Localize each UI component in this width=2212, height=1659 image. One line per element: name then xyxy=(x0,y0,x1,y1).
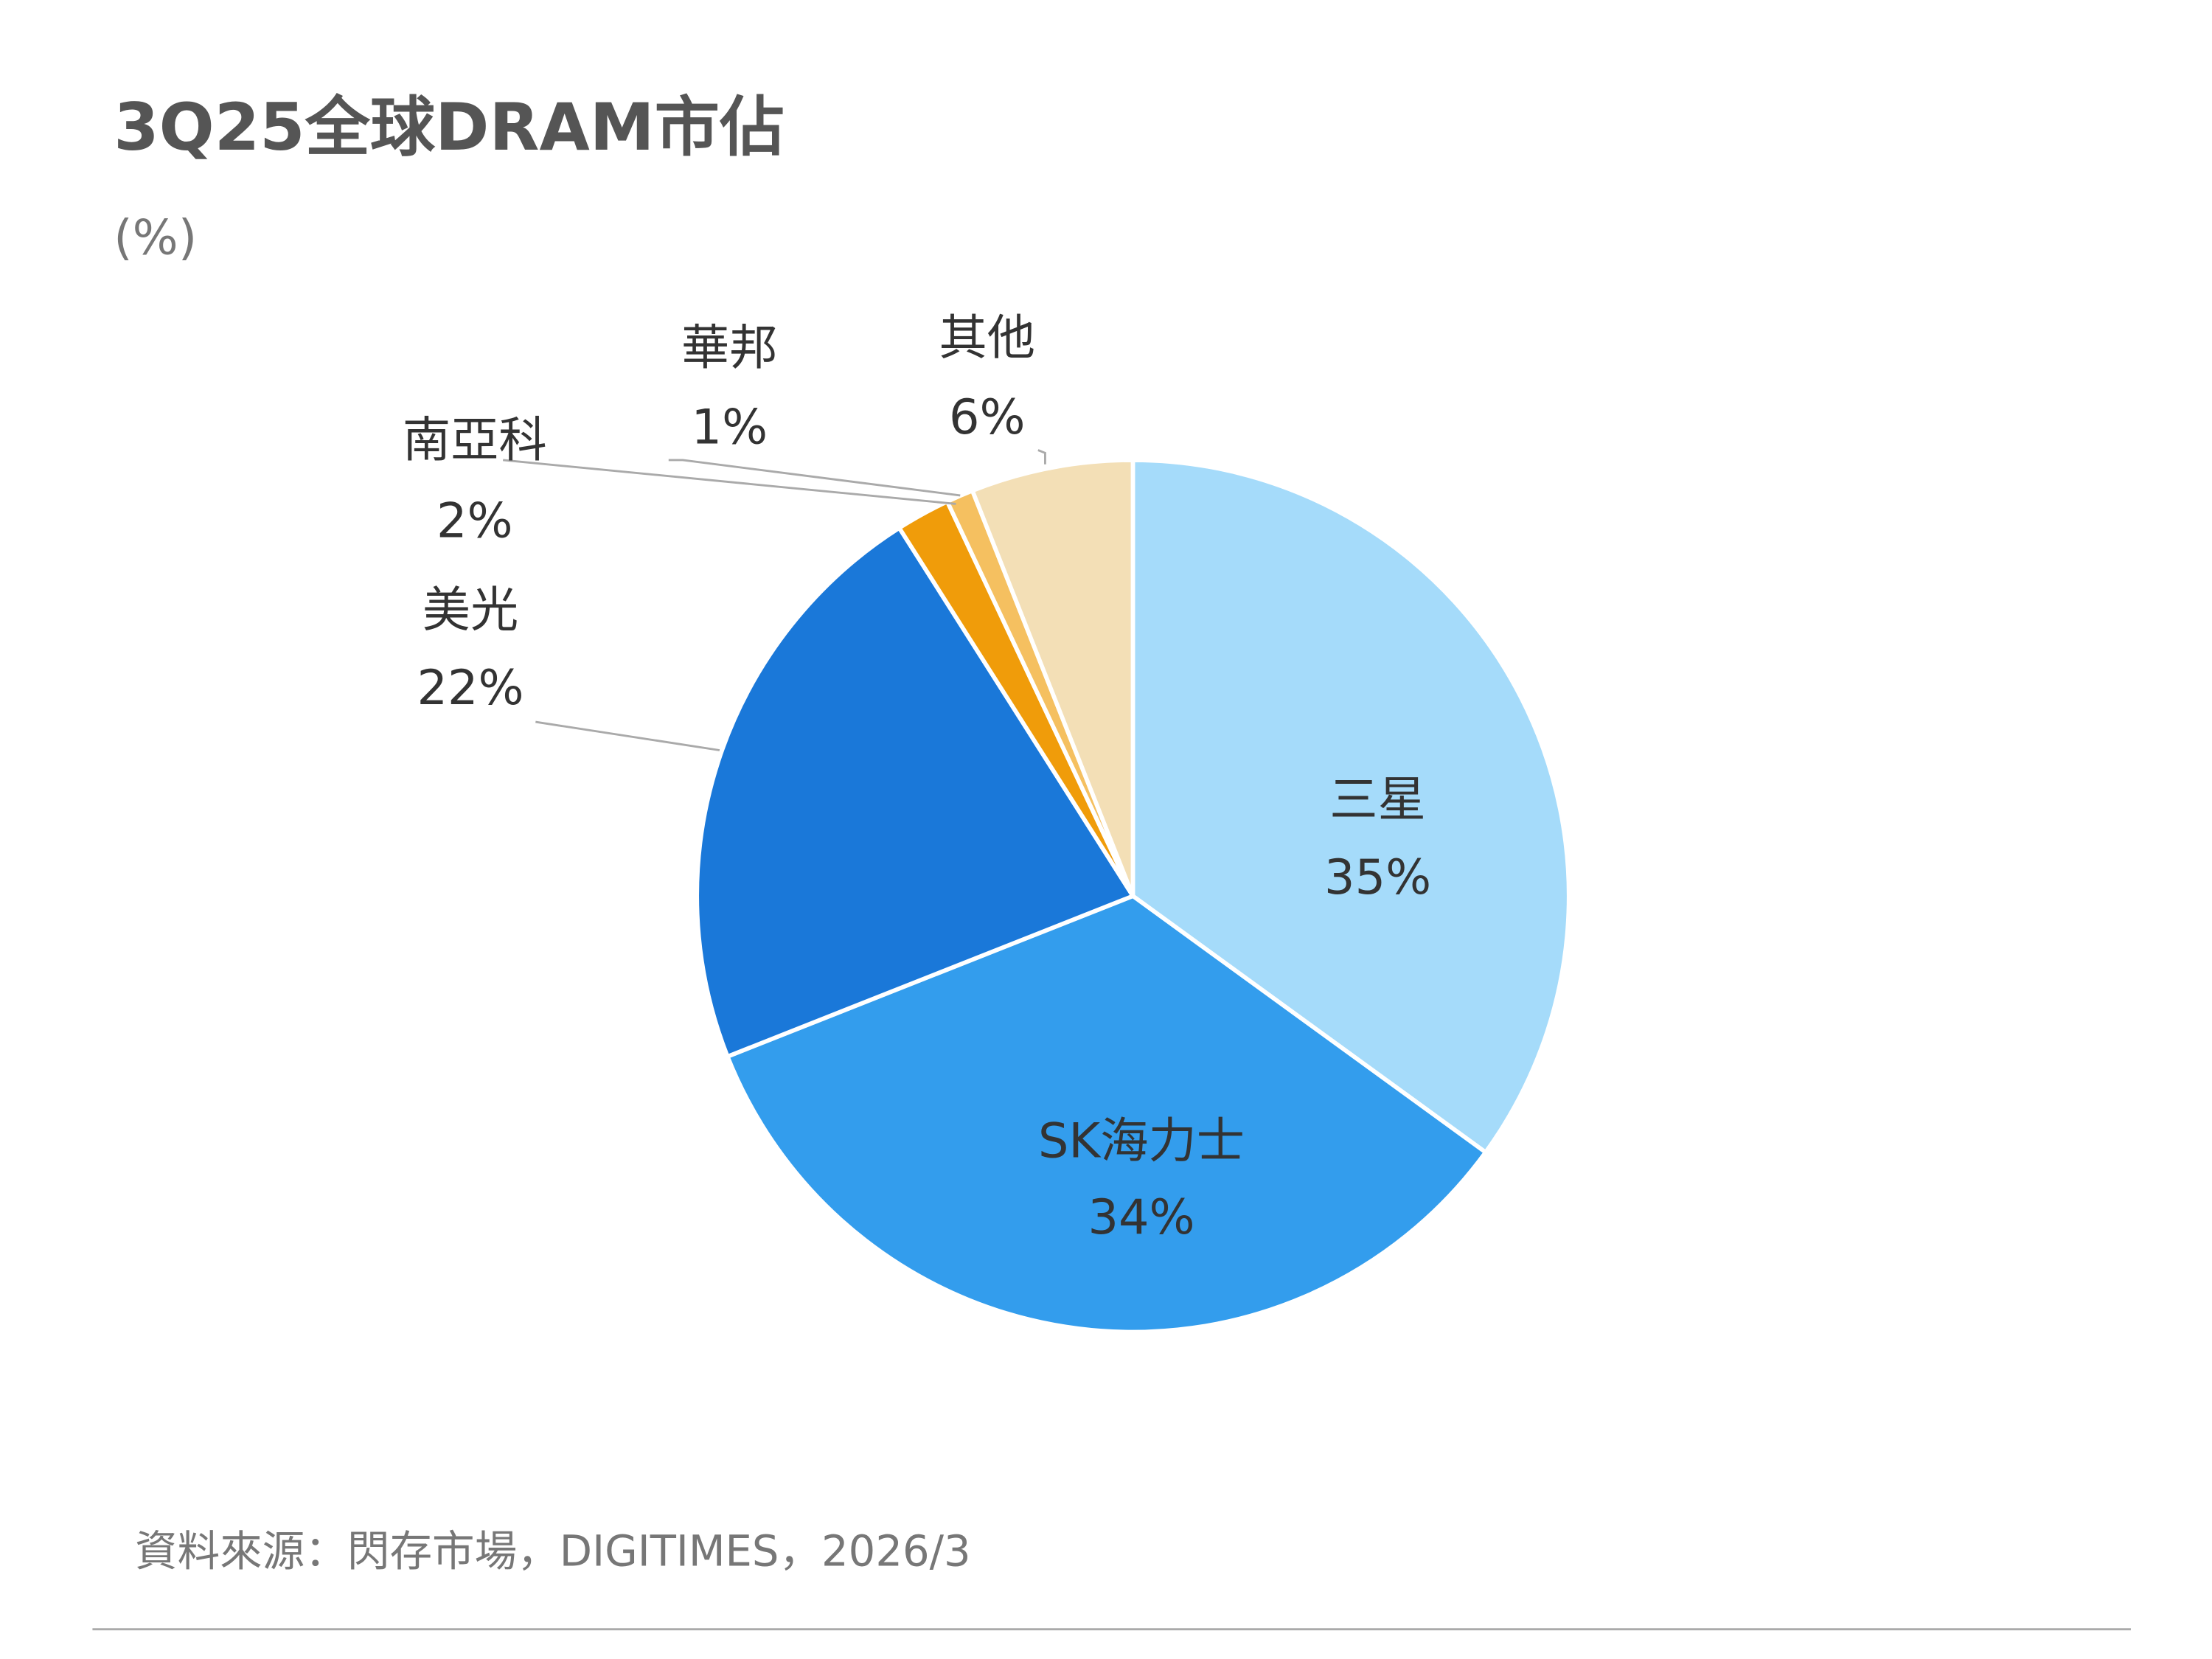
source-note: 資料來源：閃存市場，DIGITIMES，2026/3 xyxy=(135,1527,971,1576)
pie-slice xyxy=(695,525,1136,1060)
leader-line xyxy=(1037,449,1046,465)
leader-line xyxy=(668,459,961,497)
slice-name: 華邦 xyxy=(681,320,778,376)
slice-name: 南亞科 xyxy=(403,412,547,468)
chart-subtitle: (%) xyxy=(114,209,197,265)
chart-title: 3Q25全球DRAM市佔 xyxy=(114,89,785,165)
pie-slice xyxy=(724,893,1489,1335)
leader-line xyxy=(503,459,956,505)
pie-slice xyxy=(970,458,1135,897)
slice-name: SK海力士 xyxy=(1038,1113,1245,1169)
slice-value: 2% xyxy=(437,493,513,549)
slice-value: 35% xyxy=(1324,849,1431,905)
slice-value: 22% xyxy=(417,660,524,716)
leader-line xyxy=(535,720,720,751)
slice-name: 三星 xyxy=(1329,772,1426,828)
slice-value: 1% xyxy=(692,400,768,456)
pie-slice xyxy=(1130,458,1571,1155)
slice-name: 美光 xyxy=(422,582,519,638)
slice-value: 34% xyxy=(1088,1189,1194,1245)
slice-value: 6% xyxy=(949,389,1026,445)
slice-name: 其他 xyxy=(939,310,1035,366)
